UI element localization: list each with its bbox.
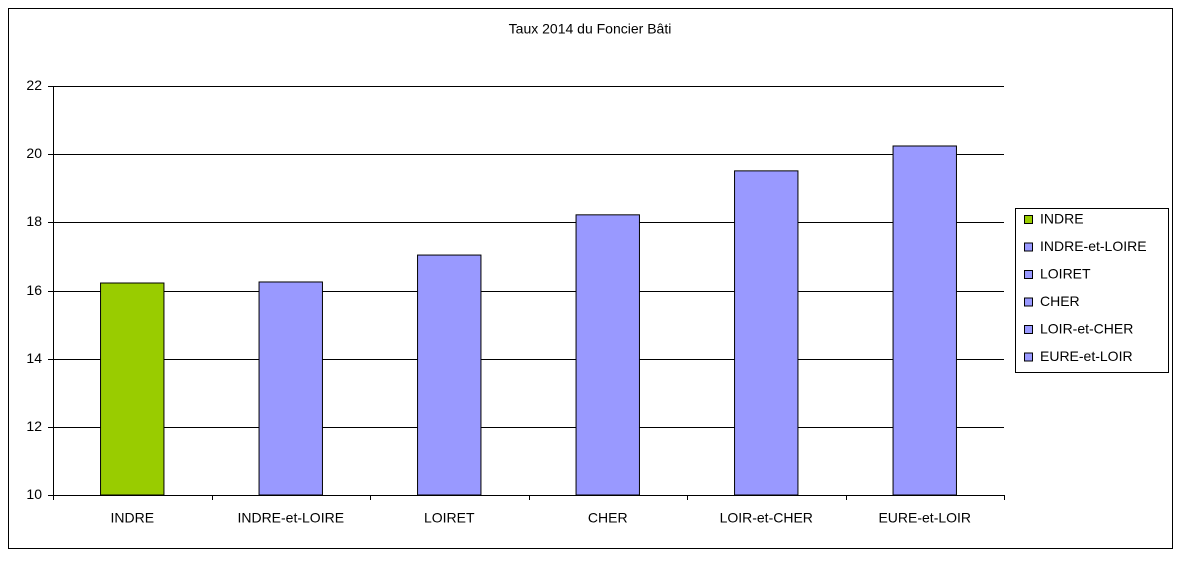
legend-swatch — [1024, 297, 1033, 307]
bar — [575, 214, 640, 496]
legend-swatch — [1024, 242, 1033, 252]
legend-label: INDRE-et-LOIRE — [1040, 238, 1147, 254]
x-tick-label: CHER — [588, 510, 628, 526]
bar — [892, 145, 957, 496]
legend-swatch — [1024, 325, 1033, 334]
bar — [100, 282, 165, 496]
x-tick-label: LOIRET — [424, 510, 475, 526]
y-tick-label: 20 — [26, 145, 42, 161]
legend-label: LOIR-et-CHER — [1040, 321, 1133, 337]
bar — [258, 281, 323, 496]
bar — [734, 170, 799, 496]
x-tick-label: INDRE-et-LOIRE — [237, 510, 344, 526]
y-tick-label: 18 — [26, 213, 42, 229]
legend-label: EURE-et-LOIR — [1040, 348, 1133, 364]
y-tick-label: 16 — [26, 282, 42, 298]
x-tick-label: EURE-et-LOIR — [878, 510, 971, 526]
bar — [417, 254, 482, 496]
legend-label: LOIRET — [1040, 266, 1091, 282]
legend-swatch — [1024, 215, 1033, 224]
x-tick-label: LOIR-et-CHER — [720, 510, 813, 526]
chart-title: Taux 2014 du Foncier Bâti — [509, 21, 672, 37]
legend-label: INDRE — [1040, 211, 1084, 227]
legend-swatch — [1024, 270, 1033, 279]
legend-swatch — [1024, 352, 1033, 362]
y-tick-label: 12 — [26, 418, 42, 434]
x-tick-label: INDRE — [110, 510, 154, 526]
y-tick-label: 10 — [26, 486, 42, 502]
legend-box — [1015, 208, 1169, 373]
y-tick-label: 22 — [26, 77, 42, 93]
y-tick-label: 14 — [26, 350, 42, 366]
legend-label: CHER — [1040, 293, 1080, 309]
